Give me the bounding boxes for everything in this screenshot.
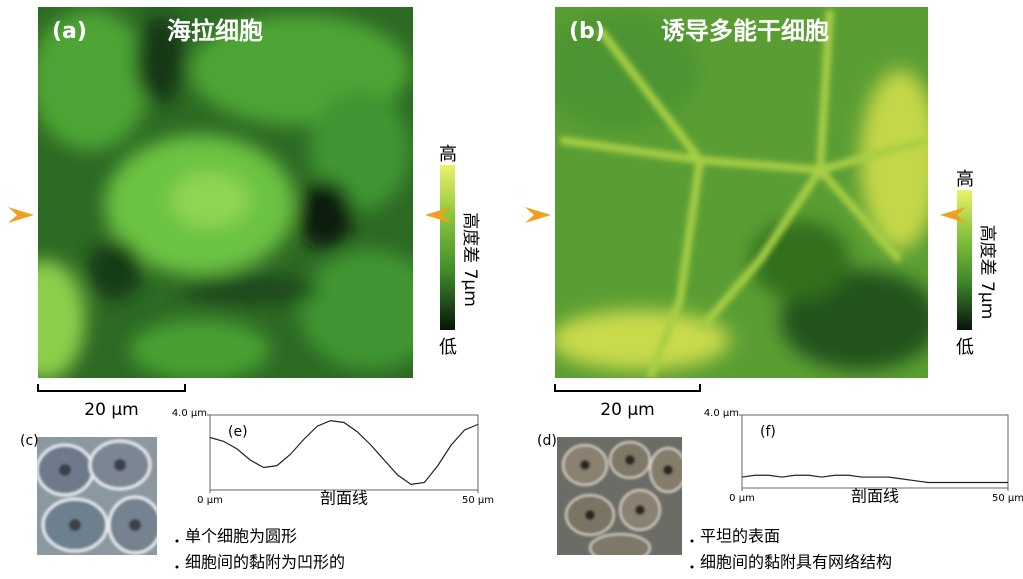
- blob: [5, 260, 85, 380]
- note: 细胞间的黏附具有网络结构: [700, 553, 892, 572]
- height-map: [540, 7, 940, 378]
- x-tick-label: 0 μm: [197, 495, 223, 506]
- panel-label: (a): [52, 19, 87, 44]
- x-tick-label: 50 μm: [462, 495, 494, 506]
- micrograph: [37, 437, 161, 555]
- nucleus: [635, 505, 645, 515]
- x-tick-label: 0 μm: [729, 493, 755, 504]
- height-map: [5, 7, 440, 380]
- profile-line: [742, 475, 1008, 482]
- blob: [550, 310, 730, 370]
- panel-title: 海拉细胞: [167, 17, 263, 45]
- scale-bar-label: 20 μm: [600, 400, 654, 420]
- dark: [87, 240, 143, 300]
- nucleus: [585, 510, 595, 520]
- profile-line: [210, 421, 478, 485]
- colorbar-low: 低: [439, 337, 457, 358]
- cell: [590, 534, 650, 562]
- photo-label: (d): [537, 433, 557, 449]
- note: 平坦的表面: [700, 527, 780, 546]
- panel-title: 诱导多能干细胞: [661, 17, 829, 45]
- x-axis-label: 剖面线: [320, 489, 368, 508]
- y-tick-label: 4.0 μm: [704, 408, 739, 419]
- blob: [300, 250, 440, 370]
- marker-arrow: [8, 207, 34, 223]
- colorbar-label: 高度差 7μm: [460, 212, 480, 307]
- colorbar: [440, 165, 455, 330]
- nucleus: [625, 455, 635, 465]
- marker-arrow: [525, 207, 551, 223]
- nucleus: [69, 519, 81, 531]
- blob: [30, 10, 150, 150]
- scale-bar: [38, 384, 185, 391]
- blob: [170, 172, 250, 228]
- dark: [750, 220, 850, 300]
- colorbar-low: 低: [956, 337, 974, 358]
- scale-bar-label: 20 μm: [84, 400, 138, 420]
- nucleus: [114, 459, 126, 471]
- x-axis-label: 剖面线: [851, 487, 899, 506]
- colorbar-high: 高: [956, 169, 974, 190]
- micrograph: [557, 437, 686, 562]
- colorbar-high: 高: [439, 144, 457, 165]
- blob: [130, 320, 270, 380]
- y-tick-label: 4.0 μm: [172, 408, 207, 419]
- profile-label: (f): [760, 424, 776, 440]
- bullet: [176, 540, 179, 543]
- nucleus: [59, 464, 71, 476]
- nucleus: [580, 460, 590, 470]
- figure: (a)海拉细胞高低高度差 7μm20 μm(c)(e)4.0 μm0 μm50 …: [0, 0, 1023, 579]
- scale-bar: [555, 384, 700, 391]
- photo-label: (c): [20, 433, 39, 449]
- body: {"panels": [ {"label": "(a)", "title": "…: [0, 0, 1023, 579]
- nucleus: [129, 519, 141, 531]
- bullet: [176, 566, 179, 569]
- x-tick-label: 50 μm: [992, 493, 1023, 504]
- plot-frame: [210, 415, 478, 490]
- panel-label: (b): [569, 19, 605, 44]
- note: 细胞间的黏附为凹形的: [185, 553, 345, 572]
- bullet: [691, 540, 694, 543]
- page: body { margin: 0; background: #fff; font…: [0, 0, 1023, 579]
- nucleus: [663, 465, 673, 475]
- colorbar-label: 高度差 7μm: [977, 225, 997, 320]
- profile-label: (e): [228, 424, 248, 440]
- dark: [180, 274, 320, 306]
- bullet: [691, 566, 694, 569]
- note: 单个细胞为圆形: [185, 527, 297, 546]
- dark: [297, 180, 353, 250]
